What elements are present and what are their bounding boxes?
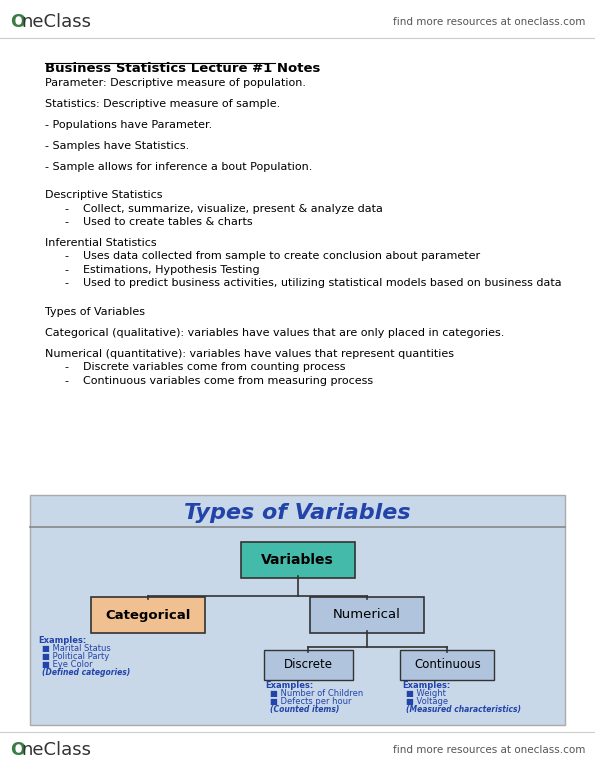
Text: Examples:: Examples: [402,681,450,690]
Text: -    Used to predict business activities, utilizing statistical models based on : - Used to predict business activities, u… [65,279,562,289]
Text: Numerical: Numerical [333,608,401,621]
Text: neClass: neClass [21,741,91,759]
Text: ■ Number of Children: ■ Number of Children [270,689,363,698]
Text: -    Continuous variables come from measuring process: - Continuous variables come from measuri… [65,376,373,386]
Text: find more resources at oneclass.com: find more resources at oneclass.com [393,17,585,27]
Text: Parameter: Descriptive measure of population.: Parameter: Descriptive measure of popula… [45,78,306,88]
Text: Variables: Variables [261,553,334,567]
Text: O: O [10,741,25,759]
Text: -    Collect, summarize, visualize, present & analyze data: - Collect, summarize, visualize, present… [65,203,383,213]
FancyBboxPatch shape [30,495,565,725]
Text: ■ Voltage: ■ Voltage [406,697,449,706]
Text: -    Uses data collected from sample to create conclusion about parameter: - Uses data collected from sample to cre… [65,252,480,262]
Text: ■ Weight: ■ Weight [406,689,446,698]
Text: -    Estimations, Hypothesis Testing: - Estimations, Hypothesis Testing [65,265,259,275]
FancyBboxPatch shape [310,597,424,633]
Text: Categorical (qualitative): variables have values that are only placed in categor: Categorical (qualitative): variables hav… [45,328,505,338]
Text: Categorical: Categorical [105,608,190,621]
FancyBboxPatch shape [90,597,205,633]
Text: - Populations have Parameter.: - Populations have Parameter. [45,120,212,130]
Text: ■ Political Party: ■ Political Party [42,652,109,661]
Text: - Samples have Statistics.: - Samples have Statistics. [45,141,189,151]
Text: (Measured characteristics): (Measured characteristics) [406,705,521,714]
Text: - Sample allows for inference a bout Population.: - Sample allows for inference a bout Pop… [45,162,312,172]
FancyBboxPatch shape [264,650,353,680]
Text: ■ Marital Status: ■ Marital Status [42,644,111,653]
Text: O: O [10,13,25,31]
Text: find more resources at oneclass.com: find more resources at oneclass.com [393,745,585,755]
Text: Types of Variables: Types of Variables [184,503,411,523]
Text: Business Statistics Lecture #1 Notes: Business Statistics Lecture #1 Notes [45,62,320,75]
Text: Examples:: Examples: [38,636,86,645]
FancyBboxPatch shape [240,542,355,578]
Text: -    Discrete variables come from counting process: - Discrete variables come from counting … [65,362,346,372]
Text: -    Used to create tables & charts: - Used to create tables & charts [65,217,253,227]
Text: Continuous: Continuous [414,658,481,671]
Text: ■ Eye Color: ■ Eye Color [42,660,93,669]
Text: Types of Variables: Types of Variables [45,306,145,316]
Text: Inferential Statistics: Inferential Statistics [45,238,156,248]
Text: Numerical (quantitative): variables have values that represent quantities: Numerical (quantitative): variables have… [45,349,454,359]
Text: ■ Defects per hour: ■ Defects per hour [270,697,351,706]
Text: (Defined categories): (Defined categories) [42,668,130,677]
Text: Discrete: Discrete [284,658,333,671]
Text: neClass: neClass [21,13,91,31]
Text: (Counted items): (Counted items) [270,705,339,714]
Text: Descriptive Statistics: Descriptive Statistics [45,190,162,200]
Text: Examples:: Examples: [266,681,314,690]
FancyBboxPatch shape [400,650,494,680]
Text: Statistics: Descriptive measure of sample.: Statistics: Descriptive measure of sampl… [45,99,280,109]
